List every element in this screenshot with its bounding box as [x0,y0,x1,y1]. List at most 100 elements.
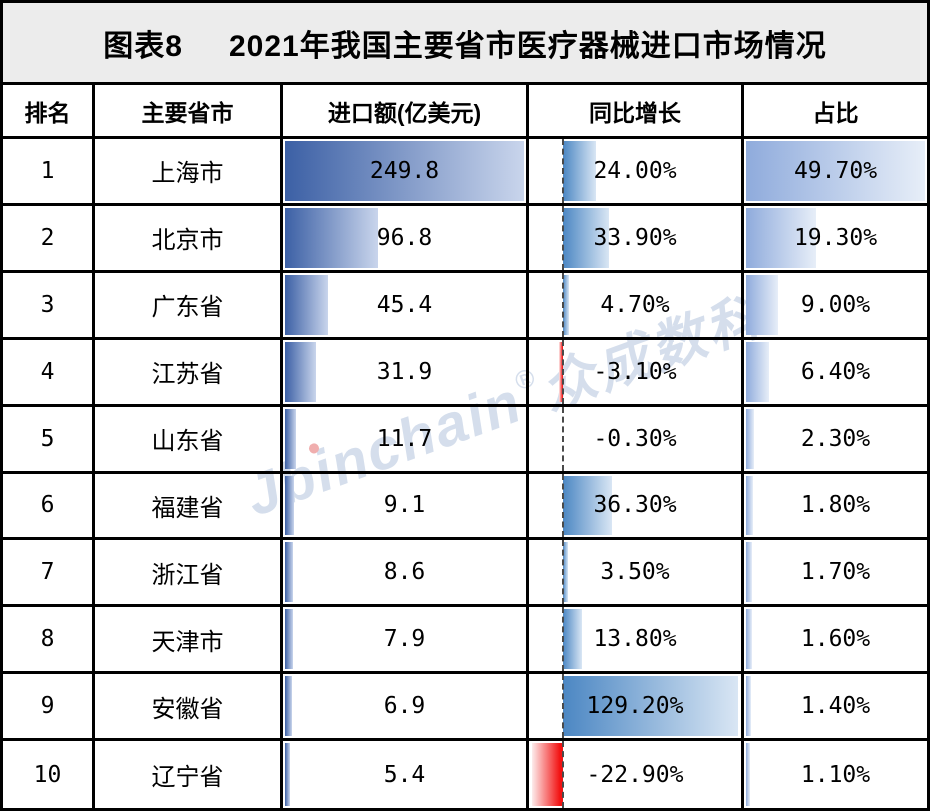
chart-title: 图表8 2021年我国主要省市医疗器械进口市场情况 [3,3,927,85]
import-value: 6.9 [383,693,426,720]
zero-axis-line [562,741,564,808]
chart-title-text: 2021年我国主要省市医疗器械进口市场情况 [228,29,827,63]
zero-axis-line [562,607,564,672]
region-cell: 天津市 [95,607,283,675]
rank-cell: 4 [3,339,95,407]
import-databar [285,542,294,603]
import-value: 7.9 [383,626,426,653]
share-cell: 1.70% [744,540,927,608]
import-databar [285,341,316,402]
share-cell: 49.70% [744,139,927,206]
region-cell: 安徽省 [95,674,283,742]
zero-axis-line [562,205,564,270]
yoy-value: 3.50% [600,559,670,586]
yoy-cell: -22.90% [529,741,744,808]
column-header-rank: 排名 [3,85,95,139]
yoy-cell: -0.30% [529,406,744,474]
share-value: 19.30% [793,224,878,251]
yoy-databar [563,542,568,603]
yoy-databar [563,141,596,201]
zero-axis-line [562,339,564,404]
region-name: 江苏省 [151,361,224,389]
share-value: 2.30% [800,425,871,452]
rank-value: 2 [40,224,55,251]
region-name: 安徽省 [151,695,224,723]
rank-value: 10 [33,761,62,788]
region-cell: 北京市 [95,205,283,273]
rank-cell: 9 [3,674,95,742]
share-databar [746,475,753,536]
import-databar [285,676,292,737]
region-name: 山东省 [151,428,224,456]
yoy-cell: 33.90% [529,205,744,273]
rank-value: 6 [40,492,55,519]
import-value: 5.4 [383,761,426,788]
region-cell: 广东省 [95,272,283,340]
yoy-databar [563,274,570,335]
share-cell: 1.80% [744,474,927,541]
share-cell: 1.10% [744,741,927,808]
import-cell: 5.4 [283,741,529,808]
column-header-region: 主要省市 [95,85,283,139]
region-name: 浙江省 [151,561,224,589]
share-value: 9.00% [800,291,871,318]
import-cell: 6.9 [283,674,529,742]
yoy-value: -22.90% [586,761,684,788]
region-cell: 浙江省 [95,540,283,608]
import-cell: 9.1 [283,473,529,541]
yoy-databar [558,341,563,402]
region-cell: 江苏省 [95,339,283,407]
yoy-databar [563,207,609,268]
import-databar [285,274,329,335]
rank-cell: 7 [3,540,95,608]
share-databar [746,542,753,603]
rank-cell: 5 [3,406,95,474]
rank-cell: 3 [3,272,95,340]
zero-axis-line [562,139,564,203]
import-value: 31.9 [376,358,433,385]
region-cell: 福建省 [95,473,283,541]
share-value: 1.70% [800,559,871,586]
import-value: 96.8 [376,224,433,251]
chart-title-tag: 图表8 [103,29,183,63]
rank-cell: 1 [3,139,95,206]
yoy-cell: -3.10% [529,339,744,407]
share-databar [746,609,752,670]
yoy-cell: 4.70% [529,272,744,340]
share-value: 1.40% [800,693,871,720]
import-cell: 45.4 [283,272,529,340]
rank-value: 9 [40,693,55,720]
import-cell: 8.6 [283,540,529,608]
share-databar [746,274,779,335]
yoy-databar [563,676,738,737]
share-cell: 1.40% [744,674,927,742]
zero-axis-line [562,473,564,538]
share-databar [746,207,816,268]
share-cell: 1.60% [744,607,927,675]
import-cell: 31.9 [283,339,529,407]
yoy-value: 4.70% [600,291,670,318]
rank-value: 1 [40,157,55,184]
rank-cell: 8 [3,607,95,675]
share-cell: 6.40% [744,340,927,407]
share-value: 6.40% [800,358,871,385]
region-name: 福建省 [151,494,224,522]
yoy-cell: 36.30% [529,473,744,541]
import-cell: 11.7 [283,406,529,474]
import-value: 9.1 [383,492,426,519]
rank-value: 3 [40,291,55,318]
share-cell: 9.00% [744,273,927,340]
import-databar [285,207,378,268]
region-name: 北京市 [151,227,224,255]
yoy-cell: 129.20% [529,674,744,742]
share-databar [746,341,770,402]
share-cell: 19.30% [744,206,927,273]
rank-cell: 6 [3,473,95,541]
import-databar [285,408,297,469]
column-header-yoy: 同比增长 [529,85,744,139]
import-databar [285,743,291,806]
yoy-value: 129.20% [586,693,684,720]
share-cell: 2.30% [744,407,927,474]
